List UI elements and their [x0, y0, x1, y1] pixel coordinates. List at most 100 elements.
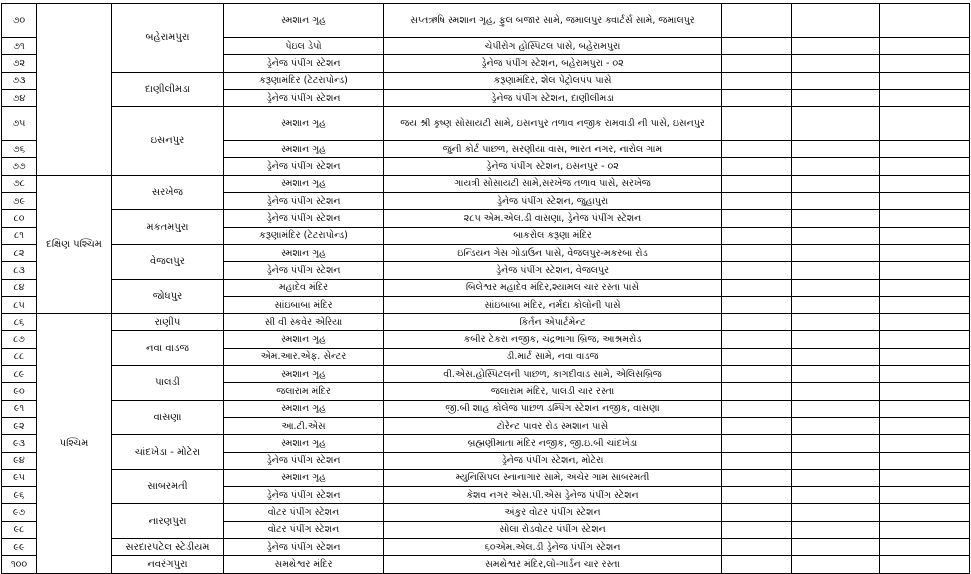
empty-cell	[879, 365, 970, 384]
location: ડી.માર્ટ સામે, નવા વાડજ	[383, 347, 722, 367]
table-row: ૭૪ ડ્રેનેજ પંપીંગ સ્ટેશન ડ્રેનેજ પંપીંગ સ્…	[1, 88, 970, 108]
facility-type: સ્મશાન ગૃહ	[223, 106, 384, 142]
location: બાકરોલ કરૂણા મંદિર	[383, 226, 722, 245]
table-wrap: ૭૦ બહેરામપુરા સ્મશાન ગૃહ સપ્તઋષિ સ્મશાન ગૃહ…	[1, 3, 970, 574]
location: સપ્તઋષિ સ્મશાન ગૃહ, ફુલ બજાર સામે, જમાલપ…	[383, 3, 722, 38]
empty-cell	[879, 261, 970, 280]
empty-cell	[879, 538, 970, 557]
location: બિલેશ્વર મહાદેવ મંદિર,શ્યામલ ચાર રસ્તા પ…	[383, 278, 722, 297]
empty-cell	[721, 192, 792, 211]
empty-cell	[879, 434, 970, 453]
facility-type: વોટર પંપીંગ સ્ટેશન	[223, 520, 384, 540]
empty-cell	[879, 36, 970, 56]
empty-cell	[879, 503, 970, 522]
empty-cell	[721, 157, 792, 176]
serial-number: ૯૦	[1, 382, 37, 401]
facility-type: ડ્રેનેજ પંપીંગ સ્ટેશન	[223, 192, 384, 211]
empty-cell	[879, 54, 970, 73]
empty-cell	[721, 399, 792, 418]
location: ચેપીરોગ હોસ્પિટલ પાસે, બહેરામપુરા	[383, 36, 722, 56]
facility-type: એમ.આર.એફ. સેન્ટર	[223, 347, 384, 367]
empty-cell	[879, 399, 970, 418]
serial-number: ૭૧	[1, 36, 37, 56]
location: સોલા રોડવોટર પંપીંગ સ્ટેશન	[383, 520, 722, 540]
serial-number: ૯૪	[1, 451, 37, 470]
empty-cell	[721, 278, 792, 297]
empty-cell	[791, 416, 880, 436]
empty-cell	[879, 313, 970, 332]
empty-cell	[721, 538, 792, 557]
table-row: ૮૧ કરૂણામંદિર (ટેટરાપોન્ડ) બાકરોલ કરૂણા મં…	[1, 226, 970, 245]
location: કરૂણામંદિર, શેલ પેટ્રોલપંપ પાસે	[383, 71, 722, 90]
location: કબીર ટેકરા નજીક, ચંદ્રભાગા બ્રિજ, આશ્રમર…	[383, 330, 722, 349]
empty-cell	[879, 347, 970, 367]
empty-cell	[721, 54, 792, 73]
location: ગાયત્રી સોસાયટી સામે,સરખેજ તળાવ પાસે, સર…	[383, 174, 722, 194]
table-row: ૯૧ વાસણા સ્મશાન ગૃહ જી.બી શાહ કોલેજ પાછળ ડમ…	[1, 399, 970, 436]
empty-cell	[791, 88, 880, 108]
empty-cell	[721, 71, 792, 90]
zone	[36, 3, 112, 176]
empty-cell	[791, 330, 880, 349]
serial-number: ૯૬	[1, 486, 37, 505]
location: ૬૦એમ.એલ.ડી ડ્રેનેજ પંપીંગ સ્ટેશન	[383, 538, 722, 557]
table-row: ૭૦ બહેરામપુરા સ્મશાન ગૃહ સપ્તઋષિ સ્મશાન ગૃહ…	[1, 3, 970, 176]
serial-number: ૮૫	[1, 295, 37, 315]
empty-cell	[791, 140, 880, 159]
empty-cell	[721, 555, 792, 574]
location: ડ્રેનેજ પંપીંગ સ્ટેશન, દાણીલીમડા	[383, 88, 722, 108]
table-row: ૭૨ ડ્રેનેજ પંપીંગ સ્ટેશન ડ્રેનેજ પંપીંગ સ્…	[1, 54, 970, 73]
empty-cell	[791, 295, 880, 315]
serial-number: ૮૭	[1, 330, 37, 349]
table-row: ૮૨ વેજલપુર સ્મશાન ગૃહ ઇન્ડિયન ગેસ ગોડાઉન પા…	[1, 243, 970, 280]
empty-cell	[879, 382, 970, 401]
ward: જોધપુર	[111, 278, 224, 315]
ward: નારણપુરા	[111, 503, 224, 540]
table-row: ૮૫ સાંઇબાબા મંદિર સાંઇબાબા મંદિર, નર્મદા ક…	[1, 295, 970, 315]
serial-number: ૮૧	[1, 226, 37, 245]
ward: દાણીલીમડા	[111, 71, 224, 108]
location: ડ્રેનેજ પંપીંગ સ્ટેશન, વેજલપુર	[383, 261, 722, 280]
ward: સરખેજ	[111, 174, 224, 211]
facility-type: સમથેશ્વર મંદિર	[223, 555, 384, 574]
serial-number: ૮૪	[1, 278, 37, 297]
serial-number: ૮૯	[1, 365, 37, 384]
location: અંકુર વોટર પંપીંગ સ્ટેશન	[383, 503, 722, 522]
table-row: ૯૯ સરદારપટેલ સ્ટેડીયમ ડ્રેનેજ પંપીંગ સ્ટેશ…	[1, 538, 970, 557]
empty-cell	[721, 468, 792, 488]
empty-cell	[791, 71, 880, 90]
empty-cell	[791, 555, 880, 574]
facility-type: સી વી સ્કવેર એરિયા	[223, 313, 384, 332]
empty-cell	[791, 261, 880, 280]
table-row: ૮૭ નવા વાડજ સ્મશાન ગૃહ કબીર ટેકરા નજીક, ચંદ…	[1, 330, 970, 367]
serial-number: ૮૨	[1, 243, 37, 263]
serial-number: ૮૦	[1, 209, 37, 228]
empty-cell	[879, 3, 970, 38]
serial-number: ૯૭	[1, 503, 37, 522]
facility-type: સ્મશાન ગૃહ	[223, 140, 384, 159]
empty-cell	[791, 313, 880, 332]
serial-number: ૭૭	[1, 157, 37, 176]
table-row: ૭૫ ઇસનપુર સ્મશાન ગૃહ જય શ્રી કૃષ્ણ સોસાયટી …	[1, 106, 970, 176]
ward: સાબરમતી	[111, 468, 224, 505]
table-row: ૮૪ જોધપુર મહાદેવ મંદિર બિલેશ્વર મહાદેવ મંદિ…	[1, 278, 970, 315]
empty-cell	[791, 174, 880, 194]
empty-cell	[879, 157, 970, 176]
table-row: ૮૯ પાલડી સ્મશાન ગૃહ વી.એસ.હોસ્પિટલની પાછળ, …	[1, 365, 970, 401]
ward: બહેરામપુરા	[111, 3, 224, 73]
zone: દક્ષિણ પશ્ચિમ	[36, 174, 112, 315]
facility-type: ડ્રેનેજ પંપીંગ સ્ટેશન	[223, 209, 384, 228]
empty-cell	[879, 330, 970, 349]
empty-cell	[791, 520, 880, 540]
facility-type: ડ્રેનેજ પંપીંગ સ્ટેશન	[223, 451, 384, 470]
table-row: ૮૮ એમ.આર.એફ. સેન્ટર ડી.માર્ટ સામે, નવા વાડ…	[1, 347, 970, 367]
ward: ચાંદખેડા - મોટેરા	[111, 434, 224, 470]
location: ૨૮૫ એમ.એલ.ડી વાસણા, ડ્રેનેજ પંપીંગ સ્ટેશ…	[383, 209, 722, 228]
empty-cell	[791, 106, 880, 142]
empty-cell	[721, 416, 792, 436]
facility-type: સ્મશાન ગૃહ	[223, 399, 384, 418]
serial-number: ૧૦૦	[1, 555, 37, 574]
serial-number: ૯૨	[1, 416, 37, 436]
empty-cell	[879, 295, 970, 315]
empty-cell	[791, 503, 880, 522]
